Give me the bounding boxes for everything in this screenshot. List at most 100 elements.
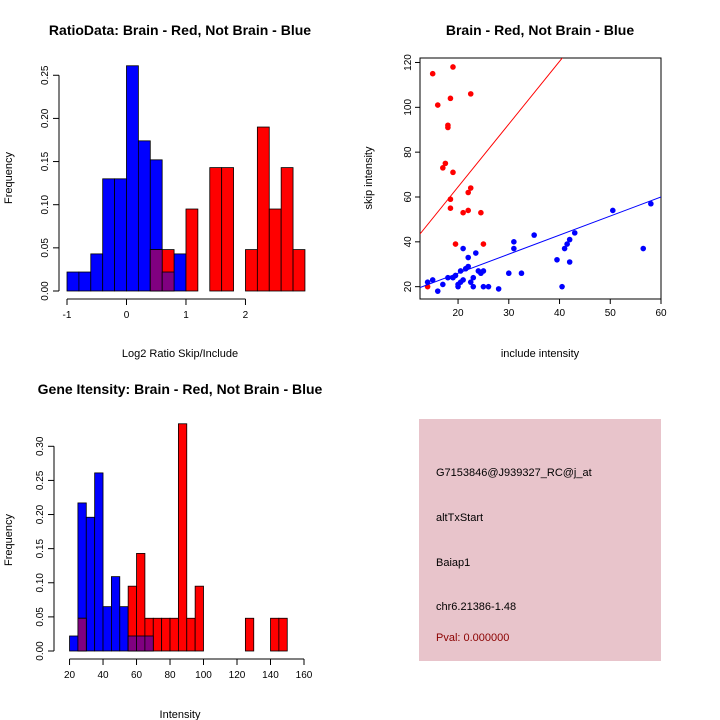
ratio-x-tick-label: -1 — [63, 310, 72, 321]
scatter-not-brain-point — [445, 274, 451, 281]
intensity-histogram-ylabel: Frequency — [3, 514, 15, 566]
intensity-scatter: Brain - Red, Not Brain - Blue 20 30 40 50 60… — [363, 22, 667, 360]
scatter-not-brain-point — [495, 286, 502, 292]
scatter-not-brain-point — [648, 200, 654, 207]
ratio-brain-bar — [209, 167, 223, 292]
info-panel-background — [419, 419, 661, 661]
scatter-not-brain-point — [518, 270, 525, 277]
scatter-not-brain-point — [571, 230, 578, 236]
intensity-histogram: Gene Itensity: Brain - Red, Not Brain - … — [3, 381, 323, 720]
scatter-not-brain-point — [564, 241, 570, 247]
intensity-x-tick-label: 140 — [262, 670, 279, 681]
scatter-y-tick-label: 80 — [403, 146, 414, 158]
ratio-not-brain-bar — [126, 65, 139, 292]
scatter-brain-point — [445, 122, 451, 129]
ratio-brain-bar — [221, 167, 234, 292]
intensity-x-tick-label: 100 — [195, 670, 212, 681]
scatter-not-brain-point — [465, 254, 472, 261]
scatter-not-brain-point — [511, 245, 517, 252]
scatter-not-brain-point — [480, 283, 487, 290]
intensity-brain-bar — [152, 617, 163, 652]
ratio-overlap-bar — [149, 249, 163, 292]
intensity-x-tick-label: 60 — [131, 670, 143, 681]
intensity-overlap-bar — [136, 635, 146, 652]
intensity-y-tick-label: 0.05 — [35, 607, 46, 627]
scatter-brain-point — [447, 196, 454, 203]
scatter-brain-point — [447, 95, 454, 102]
scatter-not-brain-point — [566, 236, 573, 243]
intensity-brain-bar — [278, 617, 288, 652]
ratio-y-tick-label: 0.25 — [40, 65, 51, 85]
ratio-y-tick-label: 0.00 — [40, 281, 51, 301]
intensity-y-tick-label: 0.30 — [35, 436, 46, 456]
scatter-not-brain-point — [610, 207, 616, 214]
intensity-x-tick-label: 20 — [64, 670, 76, 681]
scatter-not-brain-point — [559, 283, 565, 290]
ratio-not-brain-bar — [78, 271, 92, 292]
scatter-brain-point — [442, 160, 449, 167]
ratio-y-tick-label: 0.15 — [40, 151, 51, 171]
intensity-not-brain-bar — [102, 606, 112, 652]
ratio-y-tick-label: 0.20 — [40, 108, 51, 128]
intensity-histogram-xlabel: Intensity — [160, 709, 201, 720]
intensity-brain-bar — [169, 617, 179, 652]
ratio-not-brain-bar — [66, 271, 80, 292]
scatter-not-brain-point — [511, 239, 517, 245]
scatter-not-brain-point — [485, 283, 492, 290]
ratio-not-brain-bar — [137, 140, 151, 292]
scatter-brain-fit-line — [420, 58, 563, 235]
scatter-not-brain-point — [531, 232, 537, 238]
scatter-x-tick-label: 60 — [655, 308, 667, 319]
info-panel: G7153846@J939327_RC@j_at altTxStart Baia… — [419, 419, 661, 661]
intensity-brain-bar — [270, 617, 280, 652]
scatter-not-brain-point — [434, 288, 441, 294]
scatter-not-brain-point — [460, 245, 466, 252]
scatter-brain-point — [465, 207, 472, 214]
intensity-histogram-title: Gene Itensity: Brain - Red, Not Brain - … — [38, 381, 323, 397]
intensity-y-tick-label: 0.15 — [35, 538, 46, 558]
scatter-brain-point — [467, 91, 474, 97]
intensity-y-tick-label: 0.25 — [35, 470, 46, 490]
intensity-not-brain-bar — [111, 576, 121, 652]
intensity-overlap-bar — [77, 617, 87, 652]
scatter-x-tick-label: 30 — [503, 308, 515, 319]
ratio-not-brain-bar — [102, 178, 115, 292]
scatter-not-brain-point — [473, 250, 479, 256]
ratio-not-brain-bar — [114, 178, 127, 292]
intensity-y-tick-label: 0.20 — [35, 504, 46, 524]
scatter-brain-point — [440, 165, 446, 171]
info-pval: Pval: 0.000000 — [436, 632, 509, 644]
intensity-brain-bar — [194, 585, 204, 652]
scatter-not-brain-point — [460, 277, 466, 283]
scatter-not-brain-point — [429, 277, 436, 283]
intensity-brain-bar — [161, 617, 171, 652]
scatter-y-tick-label: 20 — [403, 281, 414, 293]
scatter-brain-point — [452, 241, 459, 247]
info-probe-id: G7153846@J939327_RC@j_at — [436, 467, 592, 479]
info-gene: Baiap1 — [436, 557, 470, 569]
info-event-type: altTxStart — [436, 512, 483, 524]
ratio-not-brain-bar — [90, 253, 104, 292]
scatter-not-brain-point — [467, 279, 474, 285]
scatter-not-brain-point — [457, 268, 464, 274]
scatter-not-brain-point — [566, 259, 573, 265]
scatter-brain-point — [465, 189, 472, 196]
ratio-brain-bar — [185, 208, 199, 292]
intensity-brain-bar — [177, 423, 188, 652]
intensity-overlap-bar — [144, 635, 154, 652]
intensity-y-tick-label: 0.00 — [35, 641, 46, 661]
ratio-y-tick-label: 0.05 — [40, 238, 51, 258]
scatter-not-brain-point — [424, 279, 431, 285]
scatter-not-brain-point — [470, 274, 477, 281]
scatter-not-brain-point — [505, 270, 512, 277]
scatter-x-tick-label: 40 — [554, 308, 566, 319]
info-location: chr6.21386-1.48 — [436, 601, 516, 613]
scatter-brain-point — [467, 185, 474, 191]
scatter-brain-point — [460, 209, 466, 216]
scatter-brain-point — [450, 64, 456, 70]
intensity-x-tick-label: 80 — [164, 670, 176, 681]
ratio-brain-bar — [245, 249, 258, 292]
ratio-histogram: RatioData: Brain - Red, Not Brain - Blue… — [3, 22, 311, 360]
ratio-x-tick-label: 0 — [124, 310, 130, 321]
